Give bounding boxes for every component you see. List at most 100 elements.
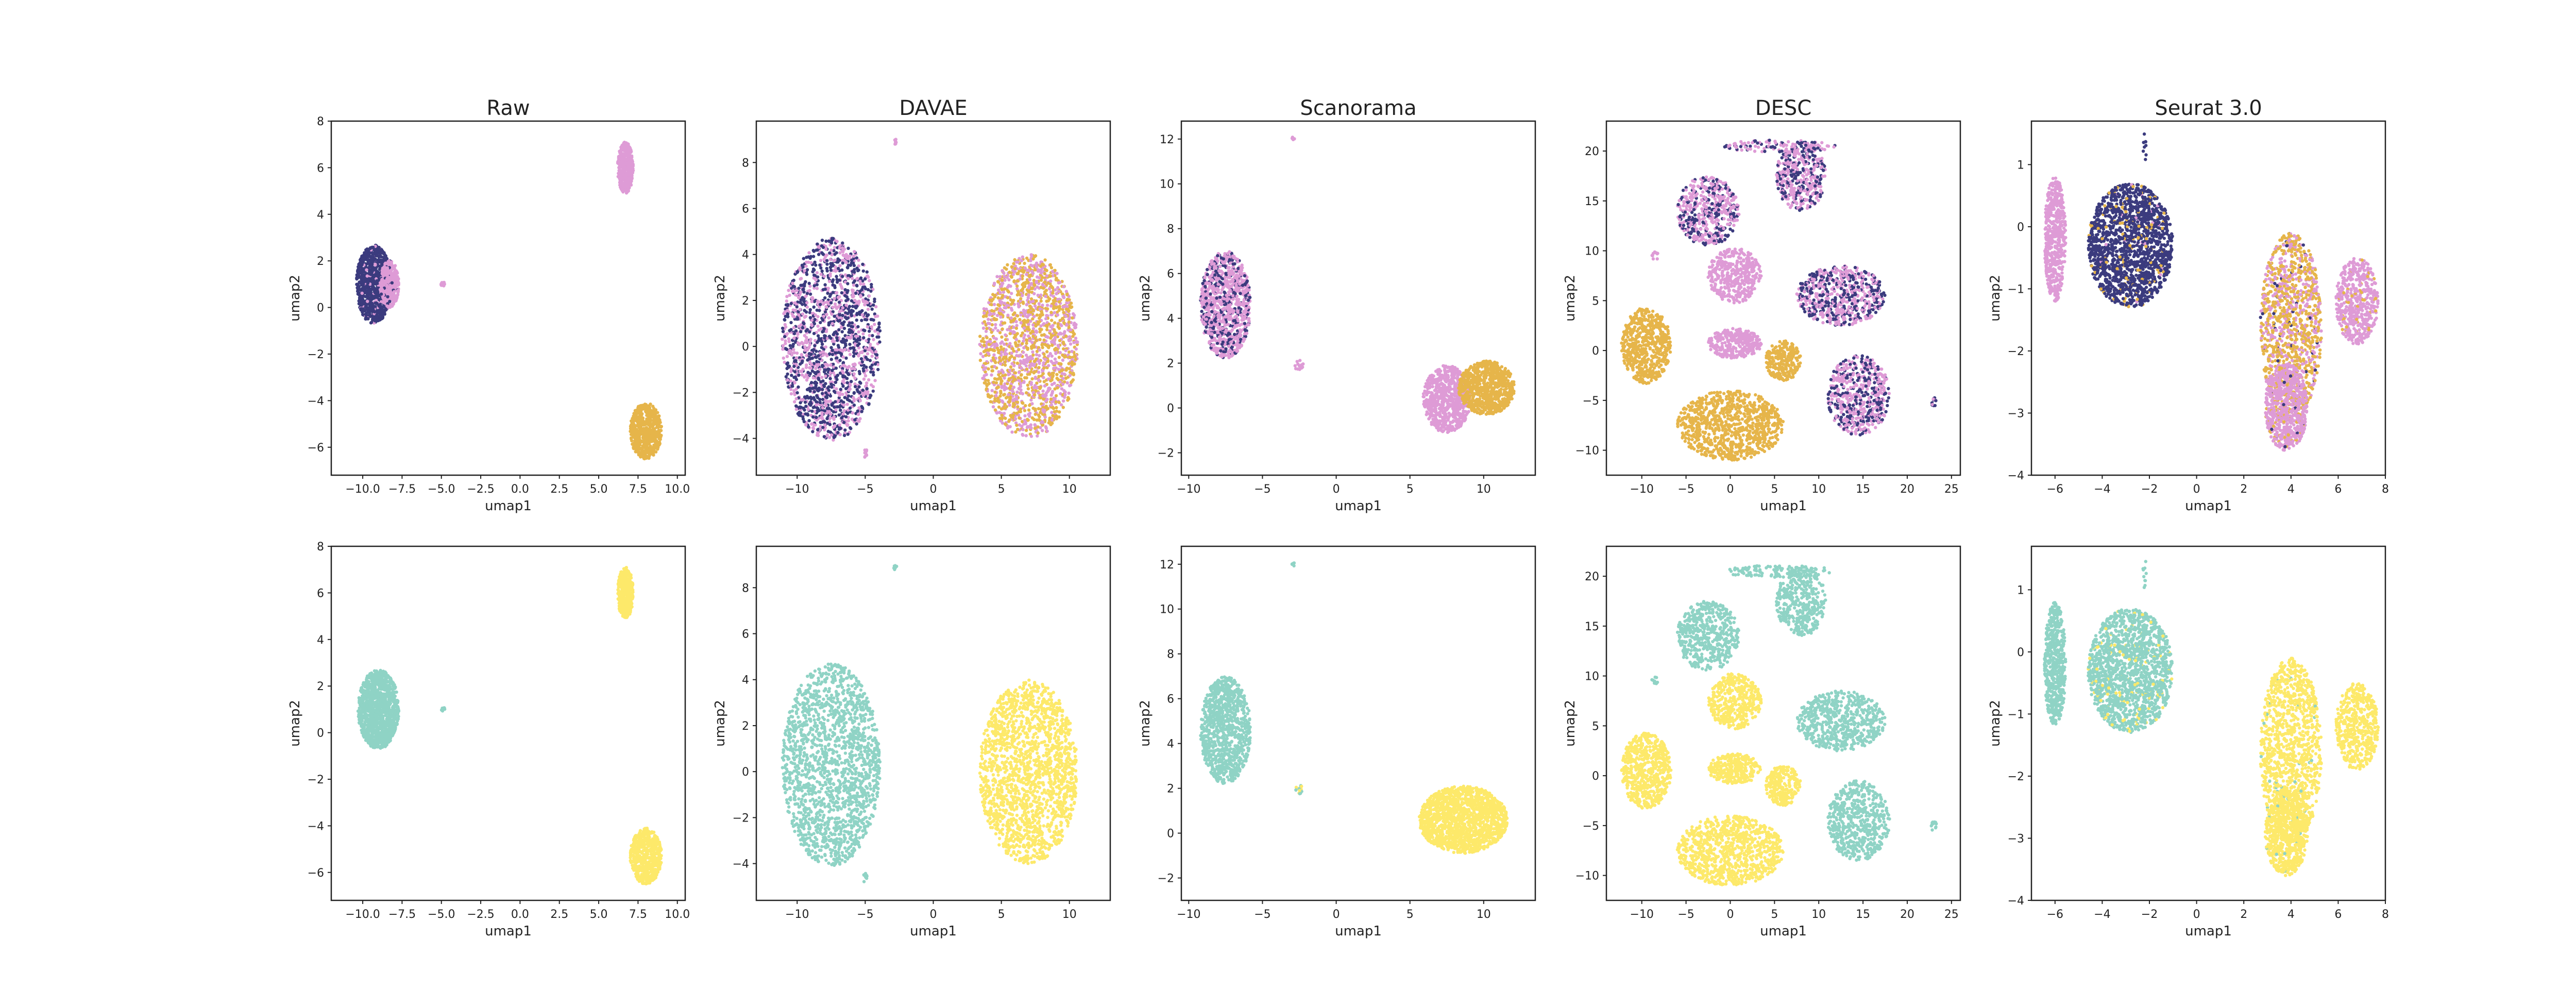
data-point bbox=[865, 314, 869, 318]
data-point bbox=[370, 294, 374, 298]
data-point bbox=[873, 379, 877, 382]
data-point bbox=[866, 352, 870, 356]
data-point bbox=[839, 352, 843, 356]
data-point bbox=[819, 259, 823, 262]
data-point bbox=[840, 322, 844, 325]
data-point bbox=[798, 410, 801, 414]
data-point bbox=[823, 296, 827, 300]
data-point bbox=[795, 293, 799, 297]
data-point bbox=[810, 319, 814, 322]
data-point bbox=[838, 359, 842, 362]
data-point bbox=[851, 289, 855, 292]
data-point bbox=[813, 344, 817, 347]
data-point bbox=[824, 345, 828, 349]
data-point bbox=[1003, 278, 1007, 282]
data-point bbox=[636, 409, 640, 412]
data-point bbox=[1033, 254, 1038, 258]
data-point bbox=[366, 256, 369, 259]
data-point bbox=[361, 307, 365, 311]
data-point bbox=[859, 276, 863, 280]
data-point bbox=[876, 332, 880, 336]
data-point bbox=[844, 299, 848, 303]
data-point bbox=[850, 417, 854, 421]
data-point bbox=[622, 154, 626, 158]
data-point bbox=[863, 374, 868, 378]
data-point bbox=[840, 246, 844, 250]
data-point bbox=[799, 362, 802, 366]
data-point bbox=[805, 292, 809, 295]
data-point bbox=[858, 391, 861, 395]
data-point bbox=[829, 248, 833, 252]
data-point bbox=[817, 253, 821, 256]
data-point bbox=[385, 284, 389, 288]
data-point bbox=[858, 372, 861, 376]
data-point bbox=[825, 266, 829, 271]
data-point bbox=[654, 430, 658, 433]
data-point bbox=[873, 297, 876, 301]
data-point bbox=[863, 346, 868, 350]
data-point bbox=[621, 183, 624, 187]
data-point bbox=[869, 394, 873, 397]
data-point bbox=[858, 361, 861, 365]
data-point bbox=[626, 189, 631, 193]
data-point bbox=[1004, 416, 1007, 420]
data-point bbox=[828, 265, 833, 270]
data-point bbox=[841, 392, 844, 396]
data-point bbox=[822, 435, 826, 439]
data-point bbox=[380, 315, 384, 319]
data-point bbox=[856, 409, 860, 413]
data-point bbox=[789, 301, 793, 306]
data-point bbox=[1067, 350, 1071, 354]
y-tick-label: −2 bbox=[308, 348, 324, 361]
data-point bbox=[390, 281, 394, 284]
data-point bbox=[838, 264, 842, 267]
data-point bbox=[1015, 354, 1019, 358]
data-point bbox=[819, 321, 822, 324]
data-point bbox=[383, 270, 386, 274]
data-point bbox=[656, 441, 660, 444]
data-point bbox=[850, 380, 853, 383]
data-point bbox=[818, 309, 821, 312]
data-point bbox=[812, 268, 816, 272]
data-point bbox=[831, 322, 835, 326]
data-point bbox=[829, 412, 833, 416]
data-point bbox=[876, 314, 879, 318]
data-point bbox=[863, 277, 867, 281]
data-point bbox=[633, 409, 637, 412]
data-point bbox=[990, 373, 993, 377]
data-point bbox=[810, 299, 814, 304]
data-point bbox=[1012, 386, 1016, 389]
data-point bbox=[648, 404, 651, 408]
data-point bbox=[858, 399, 862, 403]
data-point bbox=[857, 353, 861, 357]
data-point bbox=[990, 389, 994, 392]
data-point bbox=[654, 450, 658, 454]
data-point bbox=[636, 450, 640, 454]
data-point bbox=[1024, 422, 1028, 426]
data-point bbox=[848, 406, 852, 410]
data-point bbox=[839, 408, 842, 412]
data-point bbox=[821, 426, 825, 429]
data-point bbox=[870, 366, 873, 371]
data-point bbox=[816, 334, 820, 338]
data-point bbox=[793, 370, 797, 374]
data-point bbox=[368, 246, 372, 250]
data-point bbox=[870, 307, 874, 311]
data-point bbox=[392, 294, 395, 298]
y-tick-label: 8 bbox=[317, 115, 324, 128]
data-point bbox=[816, 324, 820, 328]
data-point bbox=[826, 410, 830, 414]
data-point bbox=[792, 285, 796, 289]
data-point bbox=[791, 281, 794, 285]
data-point bbox=[1010, 355, 1013, 358]
data-point bbox=[1061, 358, 1065, 362]
data-point bbox=[816, 299, 820, 303]
data-point bbox=[1021, 255, 1025, 259]
data-point bbox=[816, 428, 820, 431]
data-point bbox=[837, 300, 841, 304]
data-point bbox=[655, 423, 659, 427]
data-point bbox=[360, 301, 364, 305]
data-point bbox=[846, 398, 850, 401]
data-point bbox=[835, 280, 839, 284]
data-point bbox=[360, 291, 364, 295]
